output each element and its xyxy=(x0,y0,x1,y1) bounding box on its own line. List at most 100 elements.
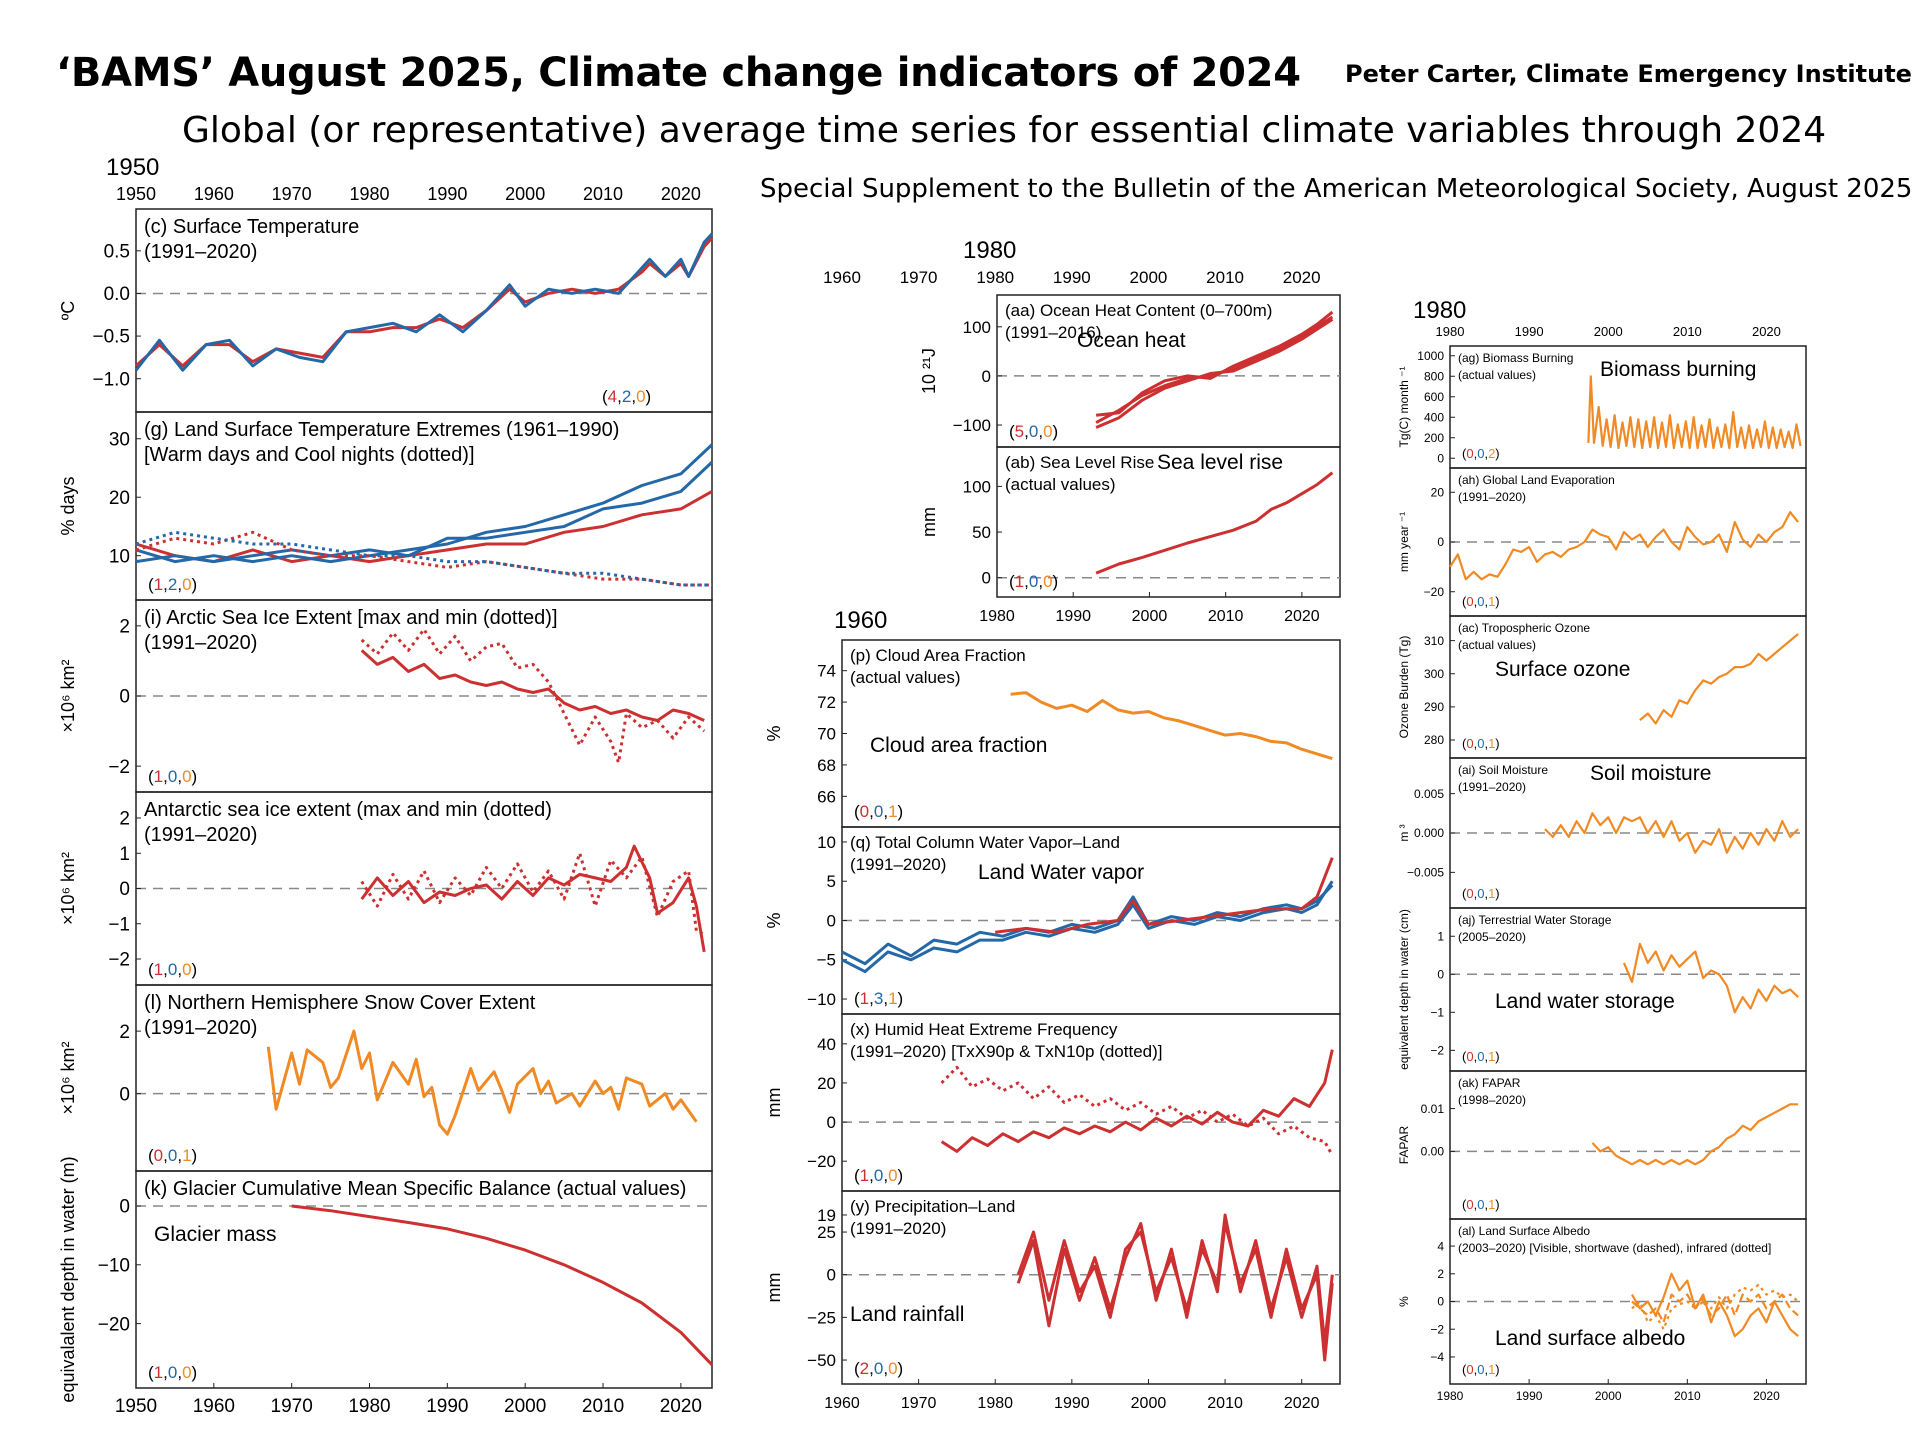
confidence-code-part: , xyxy=(177,960,182,979)
confidence-code-part: ( xyxy=(602,387,608,406)
series-line xyxy=(1544,812,1799,854)
confidence-code-part: ( xyxy=(148,575,154,594)
series-line xyxy=(266,1029,698,1136)
confidence-code-part: 0 xyxy=(1466,1197,1473,1212)
series-line xyxy=(995,857,1334,934)
confidence-code-part: 0 xyxy=(168,960,177,979)
y-axis-label: % xyxy=(764,725,784,741)
panel-title: (ah) Global Land Evaporation xyxy=(1458,473,1615,487)
confidence-code-part: ( xyxy=(854,989,860,1008)
confidence-code-part: 1 xyxy=(1488,1362,1495,1377)
middle-column-tick-label: 2010 xyxy=(1206,268,1244,287)
confidence-code-part: , xyxy=(1474,1362,1478,1377)
x-tick-label: 2020 xyxy=(1284,1395,1320,1412)
confidence-code-part: , xyxy=(1474,594,1478,609)
confidence-code-part: , xyxy=(1484,1049,1488,1064)
x-tick-label: 2010 xyxy=(1208,608,1244,625)
overlay-label: Ocean heat xyxy=(1077,329,1186,352)
panel-title: (ai) Soil Moisture xyxy=(1458,763,1548,777)
y-tick-label: 70 xyxy=(817,724,836,743)
confidence-code-part: 1 xyxy=(1488,594,1495,609)
x-tick-label: 1980 xyxy=(977,1395,1013,1412)
right-column-tick-label: 2000 xyxy=(1594,324,1623,339)
y-tick-label: 74 xyxy=(817,662,836,681)
panel-subtitle: (1991–2020) xyxy=(1458,490,1526,504)
panel-title: (ab) Sea Level Rise xyxy=(1005,453,1154,472)
y-tick-label: −2 xyxy=(108,757,130,778)
y-tick-label: 72 xyxy=(817,693,836,712)
y-tick-label: 1 xyxy=(119,844,130,865)
confidence-code-part: 0 xyxy=(874,1166,883,1185)
confidence-code-part: ) xyxy=(1495,736,1499,751)
confidence-code-part: 1 xyxy=(154,575,163,594)
confidence-code-part: , xyxy=(883,989,888,1008)
y-tick-label: 50 xyxy=(972,523,991,542)
confidence-code-part: 1 xyxy=(1488,886,1495,901)
y-axis-label: mm xyxy=(919,507,939,537)
confidence-code-part: , xyxy=(1484,736,1488,751)
panel-title: (l) Northern Hemisphere Snow Cover Exten… xyxy=(144,992,536,1014)
series-line xyxy=(1631,1283,1799,1331)
confidence-code: (1,0,0) xyxy=(148,767,197,786)
y-tick-label: 19 xyxy=(817,1206,836,1225)
confidence-code-part: 0 xyxy=(182,960,191,979)
panel-i: 2 0 −2 ×10⁶ km² (i) Arctic Sea Ice Extent [m… xyxy=(58,599,713,793)
confidence-code-part: ) xyxy=(192,1363,198,1382)
y-axis-label: ×10⁶ km² xyxy=(58,1042,78,1115)
left-column-tick-label: 1970 xyxy=(272,184,312,204)
panel-subtitle: (1991–2020) xyxy=(144,241,257,263)
confidence-code-part: ( xyxy=(148,1363,154,1382)
confidence-code-part: , xyxy=(1484,594,1488,609)
confidence-code-part: 0 xyxy=(1477,886,1484,901)
y-tick-label: 100 xyxy=(963,318,991,337)
confidence-code-part: 0 xyxy=(888,1166,897,1185)
x-tick-label: 1990 xyxy=(1055,608,1091,625)
y-tick-label: 4 xyxy=(1437,1239,1444,1253)
confidence-code-part: ) xyxy=(1495,594,1499,609)
y-tick-label: 2 xyxy=(119,1022,130,1043)
middle-lower-start-label: 1960 xyxy=(834,607,887,634)
y-tick-label: −50 xyxy=(807,1351,836,1370)
panel-p: 74 72 70 68 66% (p) Cloud Area Fraction (actua… xyxy=(764,639,1341,828)
x-tick-label: 2000 xyxy=(1595,1389,1622,1403)
confidence-code-part: , xyxy=(177,1363,182,1382)
confidence-code: (0,0,1) xyxy=(1462,1362,1500,1377)
panel-k: 0 −10 −20 equivalalent depth in water (m) (k… xyxy=(58,1156,714,1417)
confidence-code: (0,0,1) xyxy=(854,802,903,821)
confidence-code-part: 0 xyxy=(874,1359,883,1378)
confidence-code-part: 0 xyxy=(1466,1049,1473,1064)
y-tick-label: 0.00 xyxy=(1421,1145,1445,1159)
confidence-code-part: 0 xyxy=(1477,1197,1484,1212)
panel-subtitle: (1991–2020) xyxy=(144,824,257,846)
panel-c: 0.5 0.0 −0.5 −1.0 ºC (c) Surface Temperature (… xyxy=(58,208,714,413)
series-line xyxy=(135,530,712,587)
confidence-code-part: , xyxy=(1024,572,1029,591)
confidence-code-part: ( xyxy=(1462,594,1467,609)
y-tick-label: −2 xyxy=(1430,1322,1444,1336)
confidence-code-part: 3 xyxy=(874,989,883,1008)
x-tick-label: 2020 xyxy=(1284,608,1320,625)
confidence-code-part: 0 xyxy=(860,802,869,821)
x-tick-label: 2010 xyxy=(582,1396,624,1417)
confidence-code-part: , xyxy=(1474,886,1478,901)
panel-ah: 20 0 −20 mm year ⁻¹ (ah) Global Land Evapora… xyxy=(1397,467,1807,617)
x-tick-label: 2000 xyxy=(1131,1395,1167,1412)
confidence-code: (1,0,0) xyxy=(1009,572,1058,591)
panel-title: (ak) FAPAR xyxy=(1458,1076,1521,1090)
confidence-code-part: , xyxy=(869,989,874,1008)
overlay-label: Glacier mass xyxy=(154,1223,277,1246)
confidence-code-part: ) xyxy=(646,387,652,406)
confidence-code-part: , xyxy=(1484,886,1488,901)
confidence-code-part: 0 xyxy=(1466,1362,1473,1377)
series-line xyxy=(1591,1103,1799,1166)
panel-x: 40 20 0 −20 mm (x) Humid Heat Extreme Frequen… xyxy=(764,1013,1341,1192)
confidence-code-part: 1 xyxy=(860,1166,869,1185)
x-tick-label: 1980 xyxy=(1437,1389,1464,1403)
y-axis-label: mm xyxy=(764,1273,784,1303)
y-tick-label: 310 xyxy=(1424,634,1444,648)
panel-title: (p) Cloud Area Fraction xyxy=(850,646,1026,665)
confidence-code-part: , xyxy=(883,1359,888,1378)
y-tick-label: 0 xyxy=(1437,967,1444,981)
confidence-code-part: 2 xyxy=(1488,446,1495,461)
